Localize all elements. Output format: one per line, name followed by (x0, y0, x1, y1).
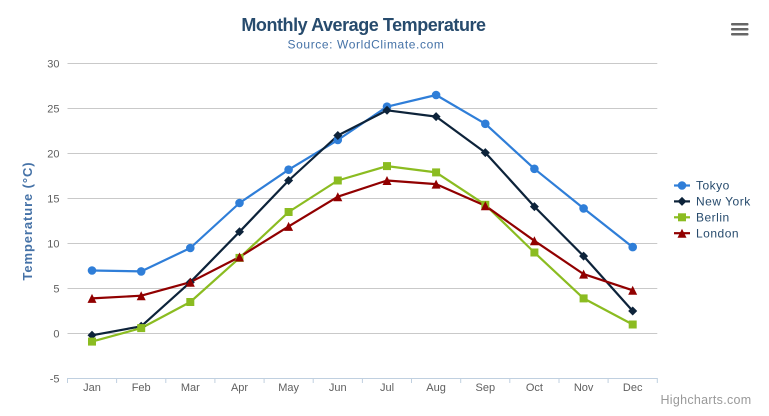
svg-text:30: 30 (47, 59, 59, 71)
svg-text:20: 20 (47, 149, 59, 161)
svg-text:Monthly Average Temperature: Monthly Average Temperature (241, 15, 486, 35)
svg-text:25: 25 (47, 104, 59, 116)
svg-text:May: May (278, 382, 299, 394)
svg-text:Temperature (°C): Temperature (°C) (20, 161, 35, 280)
svg-text:Aug: Aug (426, 382, 446, 394)
svg-text:Oct: Oct (526, 382, 543, 394)
svg-text:Sep: Sep (476, 382, 496, 394)
svg-text:0: 0 (53, 329, 59, 341)
svg-text:Feb: Feb (132, 382, 151, 394)
svg-text:Berlin: Berlin (696, 211, 730, 225)
svg-text:Tokyo: Tokyo (696, 179, 730, 193)
svg-text:10: 10 (47, 239, 59, 251)
svg-text:Dec: Dec (623, 382, 643, 394)
svg-text:Jan: Jan (83, 382, 101, 394)
svg-text:Jul: Jul (380, 382, 394, 394)
svg-text:Jun: Jun (329, 382, 347, 394)
svg-text:London: London (696, 226, 739, 240)
svg-text:New York: New York (696, 195, 751, 209)
svg-text:Mar: Mar (181, 382, 200, 394)
svg-text:Apr: Apr (231, 382, 248, 394)
svg-text:Highcharts.com: Highcharts.com (660, 393, 751, 407)
svg-text:5: 5 (53, 284, 59, 296)
svg-text:-5: -5 (50, 374, 60, 386)
svg-text:Nov: Nov (574, 382, 594, 394)
svg-text:Source: WorldClimate.com: Source: WorldClimate.com (288, 38, 445, 52)
svg-text:15: 15 (47, 194, 59, 206)
